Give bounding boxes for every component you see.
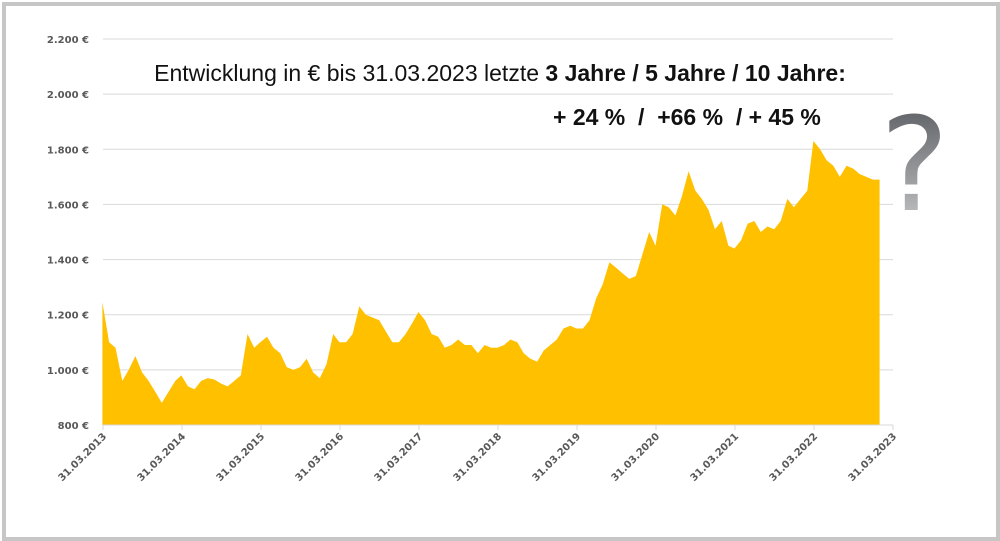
x-tick-label: 31.03.2018 (452, 431, 505, 484)
chart-title-line1: Entwicklung in € bis 31.03.2023 letzte 3… (0, 60, 1000, 87)
y-tick-label: 1.800 € (47, 145, 89, 156)
x-tick-label: 31.03.2015 (215, 431, 268, 484)
question-mark-icon: ? (880, 89, 949, 241)
price-area (102, 141, 880, 425)
x-tick-label: 31.03.2020 (610, 431, 663, 484)
y-tick-label: 1.600 € (47, 200, 89, 211)
x-tick-label: 31.03.2013 (57, 431, 110, 484)
y-tick-label: 1.200 € (47, 311, 89, 322)
x-tick-label: 31.03.2019 (531, 431, 584, 484)
x-tick-label: 31.03.2023 (847, 431, 900, 484)
x-tick-label: 31.03.2022 (768, 431, 821, 484)
y-tick-label: 2.000 € (47, 90, 89, 101)
title-bold: 3 Jahre / 5 Jahre / 10 Jahre: (545, 60, 846, 86)
title-regular: Entwicklung in € bis 31.03.2023 letzte (154, 60, 546, 86)
x-tick-label: 31.03.2014 (136, 431, 189, 484)
x-tick-label: 31.03.2021 (689, 431, 742, 484)
chart-title-line2: + 24 % / +66 % / + 45 % (553, 104, 821, 130)
y-tick-label: 800 € (58, 421, 89, 432)
y-tick-label: 2.200 € (47, 35, 89, 46)
x-tick-label: 31.03.2017 (373, 431, 426, 484)
y-tick-label: 1.000 € (47, 366, 89, 377)
y-tick-label: 1.400 € (47, 256, 89, 267)
x-tick-label: 31.03.2016 (294, 431, 347, 484)
